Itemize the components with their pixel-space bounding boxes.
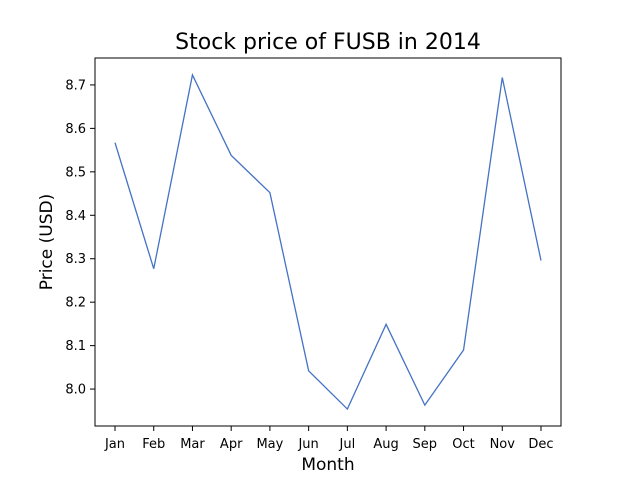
y-axis-label: Price (USD) bbox=[37, 194, 57, 290]
x-axis-label: Month bbox=[301, 455, 354, 475]
x-tick-label: Feb bbox=[142, 437, 165, 452]
y-tick-label: 8.5 bbox=[65, 165, 86, 180]
y-tick-label: 8.4 bbox=[65, 209, 86, 224]
plot-area: 8.0 8.1 8.2 8.3 8.4 8.5 8.6 8.7 Jan Feb Mar Apr May… bbox=[65, 57, 562, 452]
x-tick-label: Oct bbox=[452, 437, 474, 452]
x-tick-label: Aug bbox=[373, 437, 398, 452]
x-tick-label: May bbox=[256, 437, 283, 452]
y-tick-label: 8.1 bbox=[65, 339, 86, 354]
x-tick-label: Nov bbox=[490, 437, 516, 452]
x-tick-label: Dec bbox=[528, 437, 553, 452]
y-axis: 8.0 8.1 8.2 8.3 8.4 8.5 8.6 8.7 bbox=[65, 78, 95, 398]
y-tick-label: 8.3 bbox=[65, 252, 86, 267]
plot-frame bbox=[94, 57, 562, 427]
y-tick-label: 8.2 bbox=[65, 296, 86, 311]
x-tick-label: Apr bbox=[220, 437, 243, 452]
y-tick-label: 8.6 bbox=[65, 122, 86, 137]
chart-title: Stock price of FUSB in 2014 bbox=[175, 30, 481, 55]
y-tick-label: 8.7 bbox=[65, 78, 86, 93]
x-tick-label: Mar bbox=[180, 437, 205, 452]
x-tick-label: Jan bbox=[104, 437, 125, 452]
x-tick-label: Jun bbox=[297, 437, 318, 452]
x-tick-label: Jul bbox=[339, 437, 356, 452]
x-tick-label: Sep bbox=[413, 437, 438, 452]
series-group bbox=[114, 72, 542, 411]
y-tick-label: 8.0 bbox=[65, 383, 86, 398]
series-line bbox=[114, 72, 542, 411]
x-axis: Jan Feb Mar Apr May Jun Jul Aug Sep Oct Nov Dec bbox=[104, 426, 554, 452]
